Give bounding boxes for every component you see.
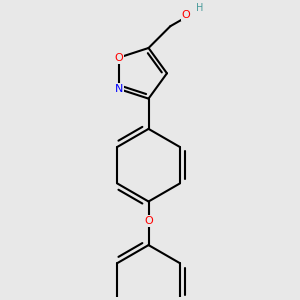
Text: O: O (182, 10, 190, 20)
Text: H: H (196, 3, 203, 13)
Text: N: N (115, 84, 123, 94)
Text: O: O (144, 216, 153, 226)
Text: O: O (114, 53, 123, 63)
